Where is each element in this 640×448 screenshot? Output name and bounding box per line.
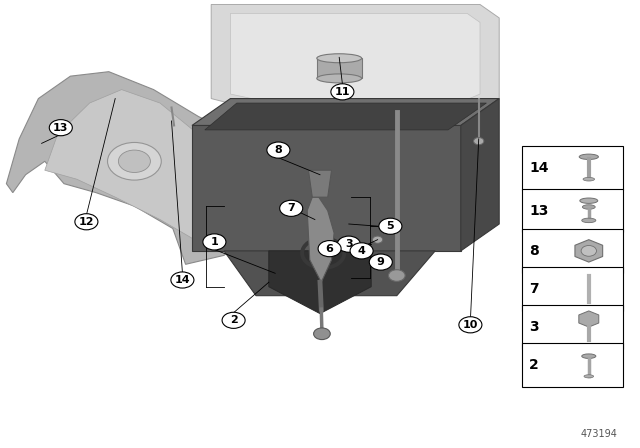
Ellipse shape — [579, 154, 598, 159]
Polygon shape — [308, 170, 332, 197]
Circle shape — [337, 236, 360, 252]
FancyBboxPatch shape — [522, 343, 623, 387]
Circle shape — [118, 150, 150, 172]
Polygon shape — [575, 240, 603, 262]
Text: 7: 7 — [287, 203, 295, 213]
Text: 3: 3 — [529, 320, 539, 334]
Circle shape — [49, 120, 72, 136]
Text: 10: 10 — [463, 320, 478, 330]
Circle shape — [581, 246, 596, 256]
Text: 2: 2 — [230, 315, 237, 325]
Circle shape — [203, 234, 226, 250]
Circle shape — [280, 200, 303, 216]
Text: 14: 14 — [529, 161, 548, 175]
Ellipse shape — [317, 54, 362, 63]
Circle shape — [372, 236, 383, 243]
Text: 7: 7 — [529, 282, 539, 296]
Text: 13: 13 — [53, 123, 68, 133]
Ellipse shape — [583, 177, 595, 181]
Circle shape — [108, 142, 161, 180]
FancyBboxPatch shape — [522, 229, 623, 272]
Circle shape — [379, 218, 402, 234]
Text: 2: 2 — [529, 358, 539, 372]
Circle shape — [369, 254, 392, 270]
Circle shape — [267, 142, 290, 158]
Polygon shape — [6, 72, 275, 264]
Circle shape — [171, 272, 194, 288]
Circle shape — [474, 138, 484, 145]
Text: 8: 8 — [529, 244, 539, 258]
Polygon shape — [269, 251, 371, 314]
Polygon shape — [192, 125, 461, 251]
Text: 14: 14 — [175, 275, 190, 285]
Circle shape — [388, 270, 405, 281]
Text: 13: 13 — [529, 203, 548, 218]
Polygon shape — [192, 99, 499, 125]
Polygon shape — [205, 103, 486, 130]
Circle shape — [222, 312, 245, 328]
Ellipse shape — [582, 354, 596, 358]
Polygon shape — [317, 58, 362, 78]
Circle shape — [459, 317, 482, 333]
Text: 9: 9 — [377, 257, 385, 267]
Ellipse shape — [580, 198, 598, 203]
Polygon shape — [211, 4, 499, 116]
Circle shape — [314, 328, 330, 340]
Text: 1: 1 — [211, 237, 218, 247]
Polygon shape — [224, 251, 435, 296]
FancyBboxPatch shape — [522, 306, 623, 349]
Text: 12: 12 — [79, 217, 94, 227]
Text: 6: 6 — [326, 244, 333, 254]
Text: 3: 3 — [345, 239, 353, 249]
Circle shape — [318, 241, 341, 257]
Polygon shape — [45, 90, 230, 242]
Circle shape — [75, 214, 98, 230]
Polygon shape — [461, 99, 499, 251]
Text: 11: 11 — [335, 87, 350, 97]
FancyBboxPatch shape — [522, 146, 623, 190]
Polygon shape — [307, 197, 334, 282]
Polygon shape — [230, 13, 480, 108]
FancyBboxPatch shape — [522, 189, 623, 232]
Polygon shape — [579, 311, 599, 327]
Ellipse shape — [317, 74, 362, 83]
Text: 4: 4 — [358, 246, 365, 256]
Circle shape — [350, 243, 373, 259]
Text: 5: 5 — [387, 221, 394, 231]
Ellipse shape — [582, 205, 595, 209]
Text: 473194: 473194 — [580, 429, 618, 439]
Ellipse shape — [584, 375, 593, 378]
FancyBboxPatch shape — [522, 267, 623, 311]
Ellipse shape — [582, 218, 596, 223]
Text: 8: 8 — [275, 145, 282, 155]
Circle shape — [331, 84, 354, 100]
